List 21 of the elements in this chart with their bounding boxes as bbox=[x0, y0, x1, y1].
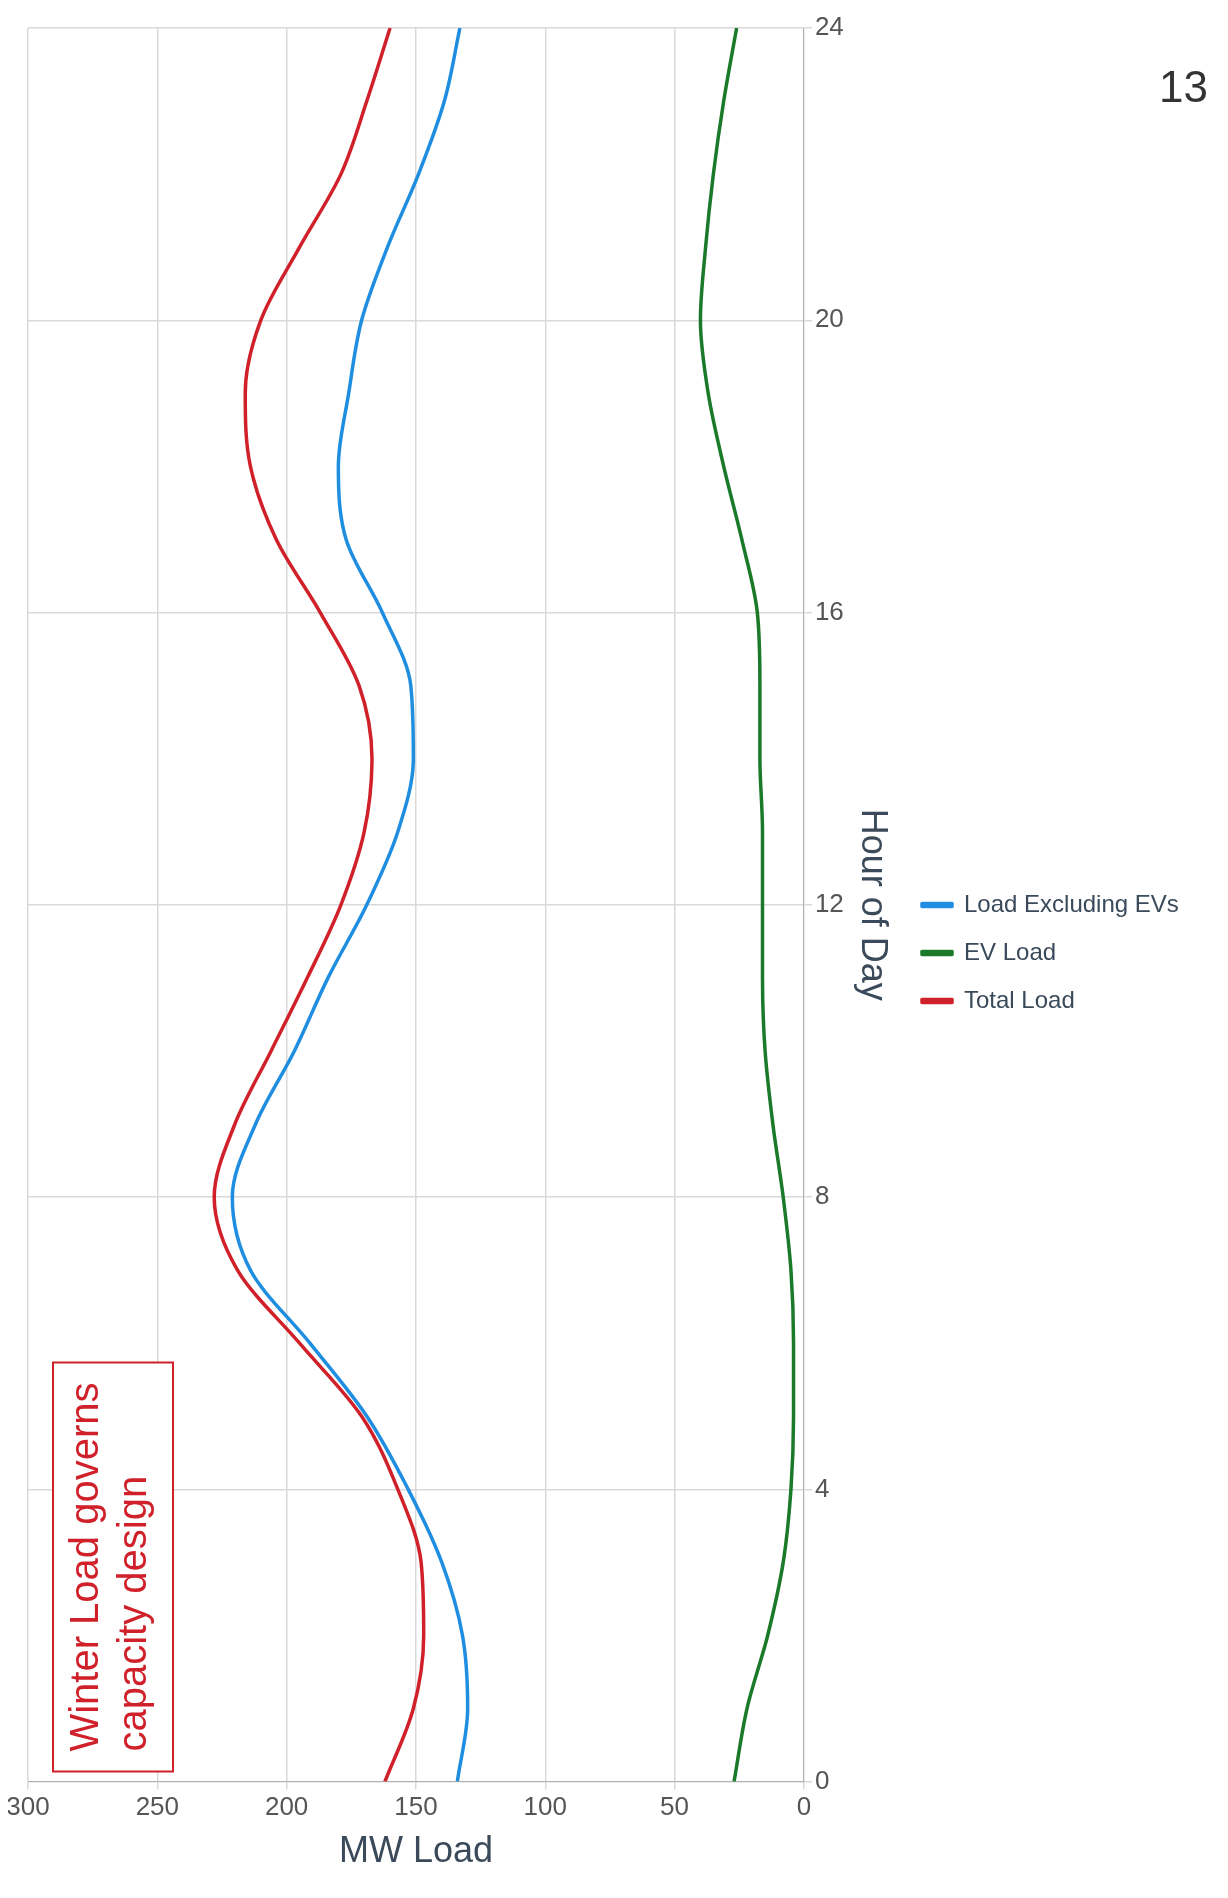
y-tick-label: 20 bbox=[814, 303, 844, 334]
legend-label: Load Excluding EVs bbox=[964, 889, 1179, 917]
x-tick-label: 250 bbox=[135, 1791, 180, 1822]
y-tick-label: 4 bbox=[814, 1472, 830, 1503]
x-tick-label: 150 bbox=[394, 1791, 438, 1822]
x-axis-title: MW Load bbox=[338, 1829, 493, 1871]
y-tick-label: 16 bbox=[814, 595, 844, 626]
legend-label: EV Load bbox=[964, 937, 1057, 965]
y-tick-label: 24 bbox=[814, 11, 844, 42]
annotation: Winter Load governs capacity design bbox=[62, 1382, 155, 1752]
legend-label: Total Load bbox=[964, 985, 1075, 1013]
y-tick-label: 8 bbox=[814, 1180, 830, 1211]
x-tick-label: 100 bbox=[523, 1791, 567, 1822]
x-tick-label: 200 bbox=[264, 1791, 309, 1822]
y-tick-label: 0 bbox=[814, 1764, 830, 1795]
x-tick-label: 300 bbox=[6, 1791, 50, 1822]
text: 13 bbox=[1159, 62, 1208, 112]
y-axis-title: Hour of Day bbox=[854, 808, 896, 1001]
x-tick-label: 50 bbox=[660, 1791, 690, 1822]
line-series bbox=[698, 28, 796, 1782]
y-tick-label: 12 bbox=[814, 887, 844, 918]
